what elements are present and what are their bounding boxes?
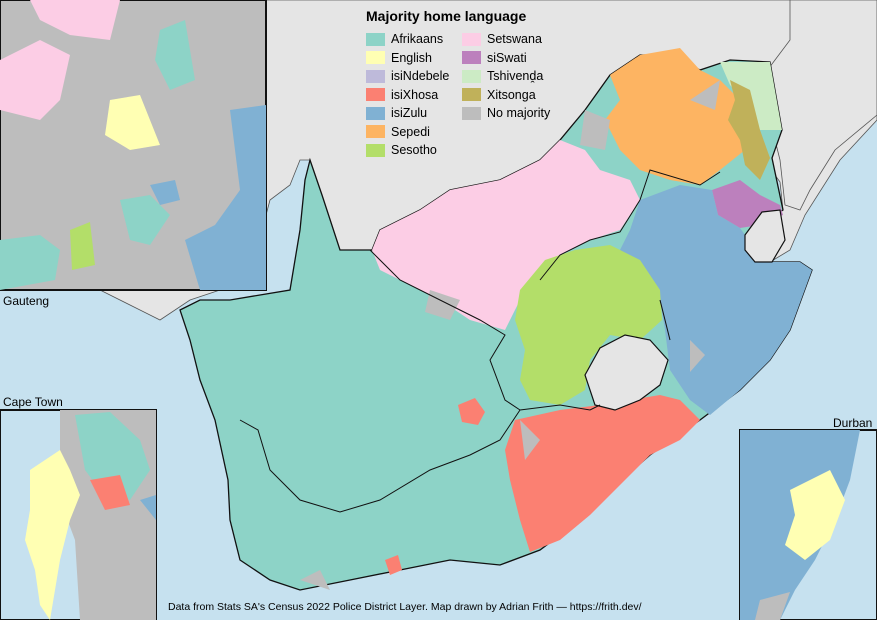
legend-label: English	[391, 50, 432, 65]
legend-item: Xitsonga	[462, 86, 572, 105]
inset-gauteng	[0, 0, 267, 291]
legend-swatch	[462, 69, 481, 83]
legend-item: Sepedi	[366, 123, 462, 142]
no-majority-patches	[300, 80, 720, 590]
legend-swatch	[462, 106, 481, 120]
legend-item: Setswana	[462, 30, 572, 49]
legend-item: Sesotho	[366, 141, 462, 160]
legend-item: Tshivenḓa	[462, 67, 572, 86]
legend-items: Afrikaans English isiNdebele isiXhosa isiZul…	[360, 30, 570, 160]
region-isixhosa-patch	[458, 398, 485, 425]
eswatini	[744, 209, 786, 263]
legend-swatch	[366, 143, 385, 157]
legend-label: Tshivenḓa	[487, 69, 544, 84]
inset-label-gauteng: Gauteng	[3, 294, 50, 308]
region-sepedi	[605, 48, 750, 185]
legend-label: isiXhosa	[391, 87, 439, 102]
region-isixhosa	[505, 395, 700, 552]
legend-item: English	[366, 49, 462, 68]
map-legend: Majority home language Afrikaans English i…	[360, 8, 570, 160]
legend-item: isiZulu	[366, 104, 462, 123]
legend-item: isiXhosa	[366, 86, 462, 105]
legend-item: isiNdebele	[366, 67, 462, 86]
legend-swatch	[366, 32, 385, 46]
legend-item: Afrikaans	[366, 30, 462, 49]
legend-label: Afrikaans	[391, 32, 444, 47]
legend-swatch	[462, 32, 481, 46]
legend-swatch	[366, 125, 385, 139]
legend-label: isiZulu	[391, 106, 428, 121]
map-credit: Data from Stats SA's Census 2022 Police …	[168, 601, 642, 613]
region-isixhosa-patch-2	[385, 555, 402, 575]
legend-swatch	[462, 88, 481, 102]
region-setswana	[372, 140, 640, 330]
legend-swatch	[366, 69, 385, 83]
legend-swatch	[366, 88, 385, 102]
legend-label: siSwati	[487, 50, 527, 65]
inset-durban	[739, 429, 877, 620]
inset-cape-town	[0, 409, 157, 620]
legend-swatch	[366, 51, 385, 65]
region-xitsonga	[728, 80, 770, 180]
inset-label-durban: Durban	[833, 416, 873, 430]
inset-label-cape-town: Cape Town	[3, 395, 63, 409]
legend-label: Sepedi	[391, 124, 430, 139]
lesotho	[584, 334, 669, 411]
legend-item: No majority	[462, 104, 572, 123]
legend-label: Sesotho	[391, 143, 437, 158]
legend-item: siSwati	[462, 49, 572, 68]
region-sesotho	[515, 245, 662, 405]
legend-label: No majority	[487, 106, 551, 121]
legend-label: isiNdebele	[391, 69, 450, 84]
legend-label: Xitsonga	[487, 87, 536, 102]
legend-title: Majority home language	[366, 8, 527, 24]
provincial-borders	[239, 169, 721, 513]
legend-label: Setswana	[487, 32, 542, 47]
region-isizulu	[620, 185, 812, 415]
legend-swatch	[462, 51, 481, 65]
legend-swatch	[366, 106, 385, 120]
